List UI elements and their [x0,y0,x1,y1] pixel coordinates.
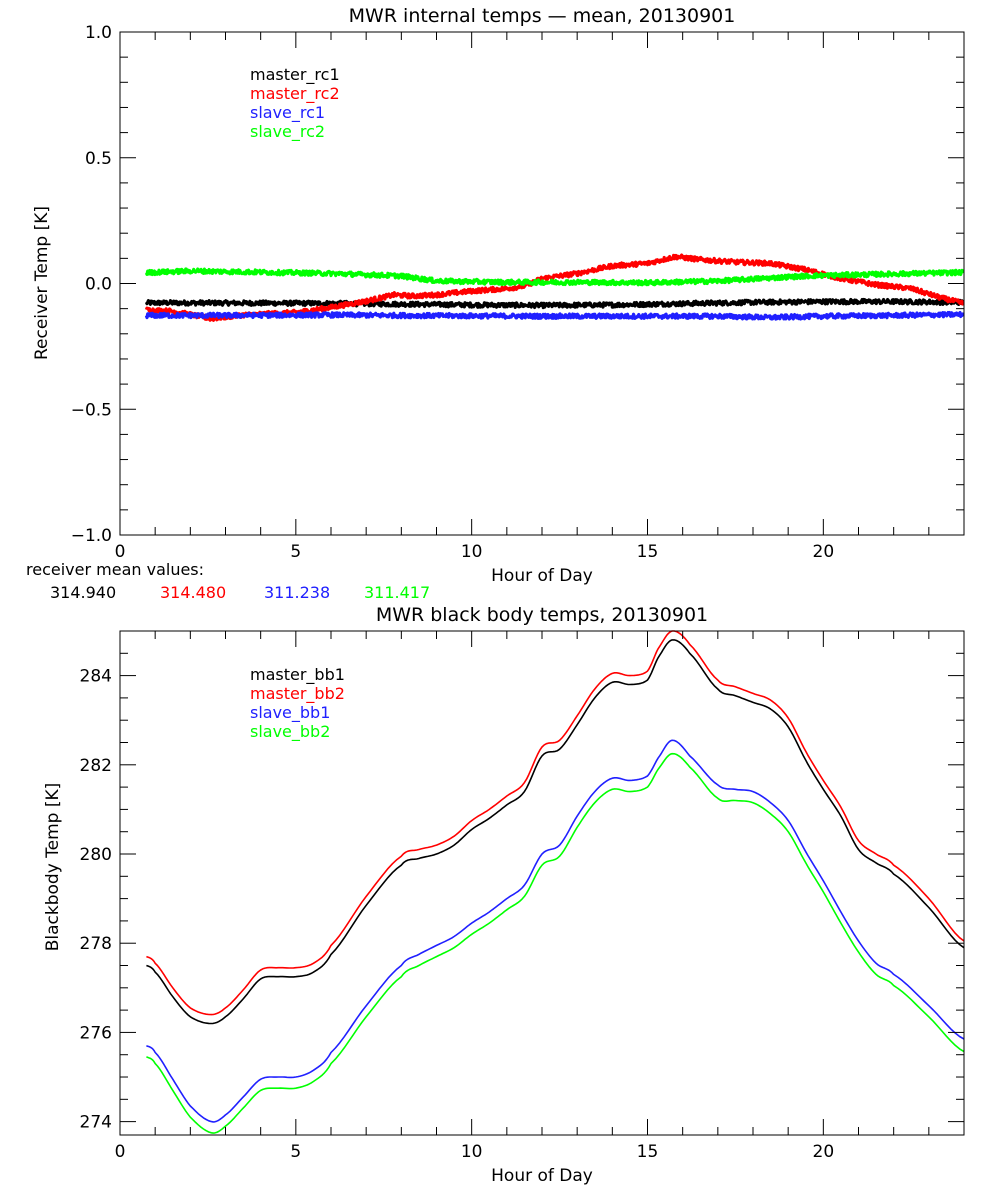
series-line-master-rc2 [144,253,964,322]
legend-entry-master-rc1: master_rc1 [250,65,340,85]
y-tick-label: 282 [80,756,112,776]
x-tick-label: 20 [813,542,835,562]
y-tick-label: 0.0 [85,275,112,295]
mean-value: 314.940 [50,583,116,602]
receiver-y-axis-label: Receiver Temp [K] [32,206,52,360]
legend-entry-slave-rc2: slave_rc2 [250,122,325,142]
legend-entry-slave-rc1: slave_rc1 [250,103,325,123]
blackbody-y-axis-label: Blackbody Temp [K] [43,783,63,952]
receiver-axis-ticks: 0 5 10 15 20 −1.0 −0.5 0.0 0.5 1.0 [71,23,965,562]
y-tick-label: 1.0 [85,23,112,43]
x-tick-label: 15 [637,542,659,562]
y-tick-label: 280 [80,845,112,865]
blackbody-chart-title: MWR black body temps, 20130901 [376,604,708,626]
receiver-mean-values: 314.940 314.480 311.238 311.417 [50,583,430,602]
legend-entry-slave-bb2: slave_bb2 [250,722,330,742]
legend-entry-master-rc2: master_rc2 [250,84,340,104]
y-tick-label: 274 [80,1113,112,1133]
x-tick-label: 5 [290,1142,301,1162]
x-tick-label: 5 [290,542,301,562]
x-tick-label: 0 [115,1142,126,1162]
blackbody-temp-panel: MWR black body temps, 20130901 0 5 10 15 20 2… [43,604,965,1186]
blackbody-x-axis-label: Hour of Day [491,1166,593,1186]
legend-entry-master-bb2: master_bb2 [250,684,345,704]
receiver-x-axis-label: Hour of Day [491,566,593,586]
blackbody-axis-ticks: 0 5 10 15 20 274 276 278 280 282 284 [80,630,965,1162]
series-line-slave-bb1 [146,739,964,1123]
receiver-series-layer [144,253,964,322]
receiver-chart-title: MWR internal temps — mean, 20130901 [349,5,736,27]
blackbody-series-layer [146,630,964,1134]
y-tick-label: 0.5 [85,149,112,169]
x-tick-label: 20 [813,1142,835,1162]
series-line-slave-rc2 [144,267,964,287]
legend-entry-slave-bb1: slave_bb1 [250,703,330,723]
series-line-master-bb1 [146,639,964,1025]
mean-value: 311.417 [364,583,430,602]
series-line-master-rc1 [144,297,964,310]
mean-value: 314.480 [160,583,226,602]
series-line-slave-bb2 [146,752,964,1134]
y-tick-label: −0.5 [71,400,112,420]
series-line-slave-rc1 [144,310,964,321]
x-tick-label: 10 [461,1142,483,1162]
receiver-temp-panel: MWR internal temps — mean, 20130901 0 5 10… [26,5,965,602]
series-line-master-bb2 [146,630,964,1016]
x-tick-label: 15 [637,1142,659,1162]
blackbody-plot-frame [119,630,965,1136]
mean-value: 311.238 [264,583,330,602]
x-tick-label: 0 [115,542,126,562]
x-tick-label: 10 [461,542,483,562]
y-tick-label: −1.0 [71,526,112,546]
y-tick-label: 278 [80,934,112,954]
receiver-mean-label: receiver mean values: [26,560,204,579]
y-tick-label: 276 [80,1023,112,1043]
y-tick-label: 284 [80,667,112,687]
legend-entry-master-bb1: master_bb1 [250,665,345,685]
